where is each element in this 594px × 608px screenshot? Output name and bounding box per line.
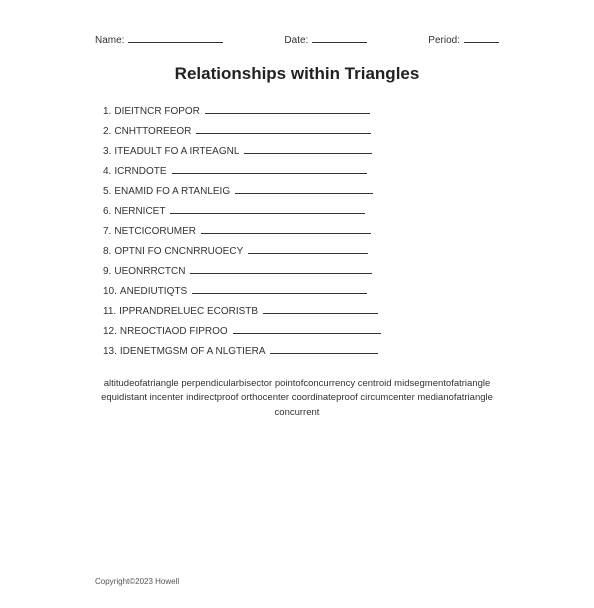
list-item: 2.CNHTTOREEOR bbox=[103, 126, 499, 137]
item-scramble: DIEITNCR FOPOR bbox=[114, 106, 200, 117]
answer-line[interactable] bbox=[205, 113, 370, 114]
item-number: 7. bbox=[103, 226, 111, 237]
answer-line[interactable] bbox=[248, 253, 368, 254]
answer-line[interactable] bbox=[235, 193, 373, 194]
answer-line[interactable] bbox=[172, 173, 367, 174]
list-item: 8.OPTNI FO CNCNRRUOECY bbox=[103, 246, 499, 257]
item-number: 10. bbox=[103, 286, 117, 297]
item-number: 3. bbox=[103, 146, 111, 157]
item-scramble: NETCICORUMER bbox=[114, 226, 196, 237]
item-number: 2. bbox=[103, 126, 111, 137]
item-scramble: OPTNI FO CNCNRRUOECY bbox=[114, 246, 243, 257]
item-number: 9. bbox=[103, 266, 111, 277]
item-scramble: CNHTTOREEOR bbox=[114, 126, 191, 137]
item-number: 8. bbox=[103, 246, 111, 257]
header-fields: Name: Date: Period: bbox=[95, 35, 499, 46]
list-item: 1.DIEITNCR FOPOR bbox=[103, 106, 499, 117]
item-scramble: ITEADULT FO A IRTEAGNL bbox=[114, 146, 239, 157]
answer-line[interactable] bbox=[263, 313, 378, 314]
item-number: 6. bbox=[103, 206, 111, 217]
date-label: Date: bbox=[284, 35, 308, 46]
list-item: 7.NETCICORUMER bbox=[103, 226, 499, 237]
list-item: 6.NERNICET bbox=[103, 206, 499, 217]
list-item: 13.IDENETMGSM OF A NLGTIERA bbox=[103, 346, 499, 357]
answer-line[interactable] bbox=[233, 333, 381, 334]
worksheet-title: Relationships within Triangles bbox=[95, 64, 499, 84]
item-number: 13. bbox=[103, 346, 117, 357]
answer-line[interactable] bbox=[192, 293, 367, 294]
item-number: 1. bbox=[103, 106, 111, 117]
list-item: 3.ITEADULT FO A IRTEAGNL bbox=[103, 146, 499, 157]
copyright-text: Copyright©2023 Howell bbox=[95, 577, 179, 586]
name-label: Name: bbox=[95, 35, 124, 46]
list-item: 10.ANEDIUTIQTS bbox=[103, 286, 499, 297]
answer-line[interactable] bbox=[270, 353, 378, 354]
answer-line[interactable] bbox=[201, 233, 371, 234]
item-scramble: NREOCTIAOD FIPROO bbox=[120, 326, 228, 337]
item-scramble: ENAMID FO A RTANLEIG bbox=[114, 186, 230, 197]
period-field: Period: bbox=[428, 35, 499, 46]
item-number: 11. bbox=[103, 306, 116, 317]
item-scramble: ANEDIUTIQTS bbox=[120, 286, 187, 297]
date-line[interactable] bbox=[312, 42, 367, 43]
list-item: 11.IPPRANDRELUEC ECORISTB bbox=[103, 306, 499, 317]
list-item: 9.UEONRRCTCN bbox=[103, 266, 499, 277]
date-field: Date: bbox=[284, 35, 367, 46]
item-number: 12. bbox=[103, 326, 117, 337]
list-item: 5.ENAMID FO A RTANLEIG bbox=[103, 186, 499, 197]
name-line[interactable] bbox=[128, 42, 223, 43]
item-number: 5. bbox=[103, 186, 111, 197]
item-scramble: NERNICET bbox=[114, 206, 165, 217]
items-list: 1.DIEITNCR FOPOR2.CNHTTOREEOR3.ITEADULT … bbox=[103, 106, 499, 357]
item-scramble: IPPRANDRELUEC ECORISTB bbox=[119, 306, 258, 317]
answer-line[interactable] bbox=[170, 213, 365, 214]
name-field: Name: bbox=[95, 35, 223, 46]
item-scramble: UEONRRCTCN bbox=[114, 266, 185, 277]
list-item: 12.NREOCTIAOD FIPROO bbox=[103, 326, 499, 337]
answer-line[interactable] bbox=[190, 273, 372, 274]
item-scramble: ICRNDOTE bbox=[114, 166, 166, 177]
item-scramble: IDENETMGSM OF A NLGTIERA bbox=[120, 346, 266, 357]
answer-line[interactable] bbox=[244, 153, 372, 154]
list-item: 4.ICRNDOTE bbox=[103, 166, 499, 177]
period-label: Period: bbox=[428, 35, 460, 46]
word-bank: altitudeofatriangle perpendicularbisecto… bbox=[95, 377, 499, 420]
period-line[interactable] bbox=[464, 42, 499, 43]
answer-line[interactable] bbox=[196, 133, 371, 134]
item-number: 4. bbox=[103, 166, 111, 177]
